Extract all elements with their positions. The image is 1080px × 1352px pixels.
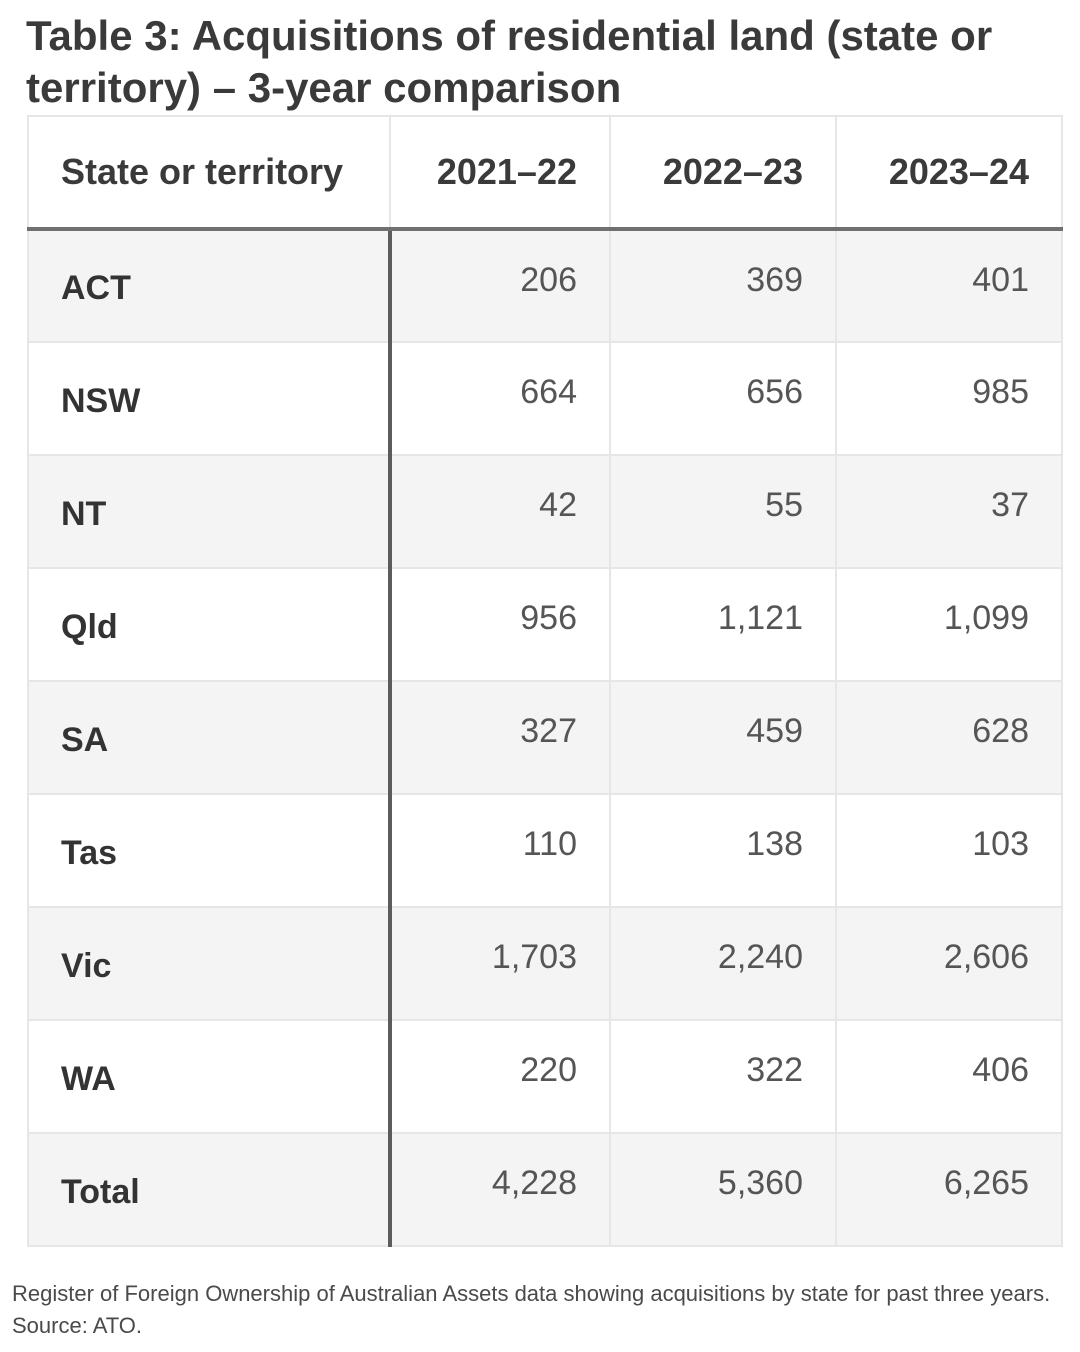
- value-cell: 985: [835, 341, 1063, 456]
- state-cell: NSW: [27, 341, 392, 456]
- table-row-qld: Qld 956 1,121 1,099: [27, 567, 1063, 682]
- value-cell: 138: [609, 793, 837, 908]
- state-cell: Qld: [27, 567, 392, 682]
- value-cell: 2,606: [835, 906, 1063, 1021]
- state-cell: ACT: [27, 228, 392, 343]
- table-row-wa: WA 220 322 406: [27, 1019, 1063, 1134]
- table-row-total: Total 4,228 5,360 6,265: [27, 1132, 1063, 1247]
- table-row-nsw: NSW 664 656 985: [27, 341, 1063, 456]
- value-cell: 406: [835, 1019, 1063, 1134]
- table-header-row: State or territory 2021–22 2022–23 2023–…: [27, 115, 1063, 231]
- value-cell: 1,099: [835, 567, 1063, 682]
- value-cell: 628: [835, 680, 1063, 795]
- value-cell: 4,228: [389, 1132, 611, 1247]
- state-cell: Vic: [27, 906, 392, 1021]
- table-row-act: ACT 206 369 401: [27, 228, 1063, 343]
- column-header-2021-22: 2021–22: [389, 115, 611, 231]
- table-row-tas: Tas 110 138 103: [27, 793, 1063, 908]
- value-cell: 327: [389, 680, 611, 795]
- value-cell: 37: [835, 454, 1063, 569]
- value-cell: 656: [609, 341, 837, 456]
- acquisitions-table: State or territory 2021–22 2022–23 2023–…: [27, 115, 1063, 1247]
- value-cell: 110: [389, 793, 611, 908]
- value-cell: 322: [609, 1019, 837, 1134]
- value-cell: 401: [835, 228, 1063, 343]
- value-cell: 2,240: [609, 906, 837, 1021]
- value-cell: 459: [609, 680, 837, 795]
- value-cell: 1,121: [609, 567, 837, 682]
- value-cell: 206: [389, 228, 611, 343]
- value-cell: 6,265: [835, 1132, 1063, 1247]
- value-cell: 956: [389, 567, 611, 682]
- value-cell: 369: [609, 228, 837, 343]
- table-row-vic: Vic 1,703 2,240 2,606: [27, 906, 1063, 1021]
- state-cell: WA: [27, 1019, 392, 1134]
- value-cell: 42: [389, 454, 611, 569]
- state-cell: NT: [27, 454, 392, 569]
- table-caption: Register of Foreign Ownership of Austral…: [12, 1281, 1051, 1338]
- value-cell: 1,703: [389, 906, 611, 1021]
- column-header-2022-23: 2022–23: [609, 115, 837, 231]
- value-cell: 664: [389, 341, 611, 456]
- value-cell: 5,360: [609, 1132, 837, 1247]
- table-title: Table 3: Acquisitions of residential lan…: [26, 12, 993, 111]
- state-cell: SA: [27, 680, 392, 795]
- value-cell: 103: [835, 793, 1063, 908]
- column-header-state: State or territory: [27, 115, 391, 231]
- state-cell: Total: [27, 1132, 392, 1247]
- value-cell: 220: [389, 1019, 611, 1134]
- column-header-2023-24: 2023–24: [835, 115, 1063, 231]
- table-row-sa: SA 327 459 628: [27, 680, 1063, 795]
- value-cell: 55: [609, 454, 837, 569]
- table-row-nt: NT 42 55 37: [27, 454, 1063, 569]
- state-cell: Tas: [27, 793, 392, 908]
